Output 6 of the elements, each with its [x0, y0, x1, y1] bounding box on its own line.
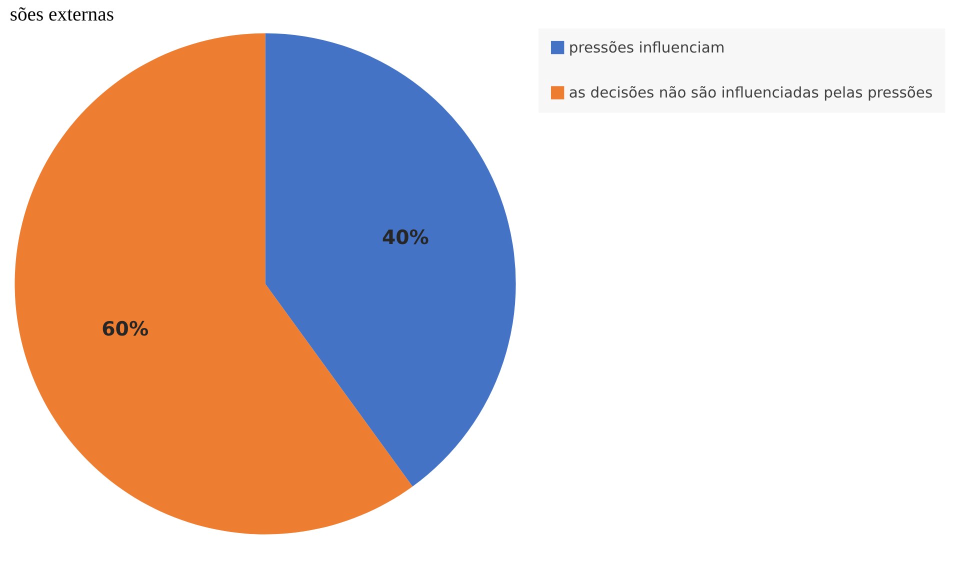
- pie-slice: [265, 33, 516, 487]
- data-label: 60%: [102, 317, 149, 340]
- data-label: 40%: [382, 226, 430, 250]
- legend-label: pressões influenciam: [568, 39, 725, 56]
- legend-label: as decisões não são influenciadas pelas pressões: [568, 84, 933, 102]
- chart-title: sões externas: [10, 4, 114, 26]
